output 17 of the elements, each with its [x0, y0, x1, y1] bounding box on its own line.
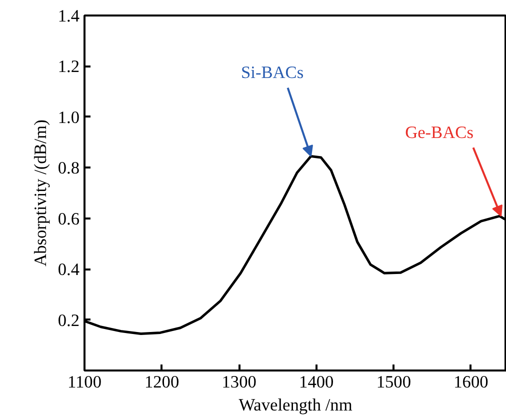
x-tick-label: 1100	[67, 372, 102, 392]
y-tick-label: 0.4	[58, 260, 80, 280]
x-tick-label: 1500	[376, 372, 411, 392]
annotation: Si-BACs	[241, 63, 304, 82]
x-tick-label: 1400	[299, 372, 334, 392]
x-tick-label: 1200	[144, 372, 180, 392]
y-tick-label: 0.8	[58, 158, 80, 178]
y-tick-label: 1.0	[58, 108, 80, 127]
y-tick-label: 1.4	[58, 6, 80, 26]
y-tick-label: 1.2	[58, 57, 80, 76]
y-axis-title: Absorptivity /(dB/m)	[30, 119, 50, 266]
x-axis-title: Wavelength /nm	[238, 396, 353, 414]
y-tick-label: 0.2	[58, 310, 80, 330]
x-tick-label: 1300	[222, 372, 256, 392]
annotation: Ge-BACs	[405, 122, 474, 142]
x-tick-label: 1600	[454, 372, 488, 392]
y-tick-label: 0.6	[58, 209, 80, 228]
